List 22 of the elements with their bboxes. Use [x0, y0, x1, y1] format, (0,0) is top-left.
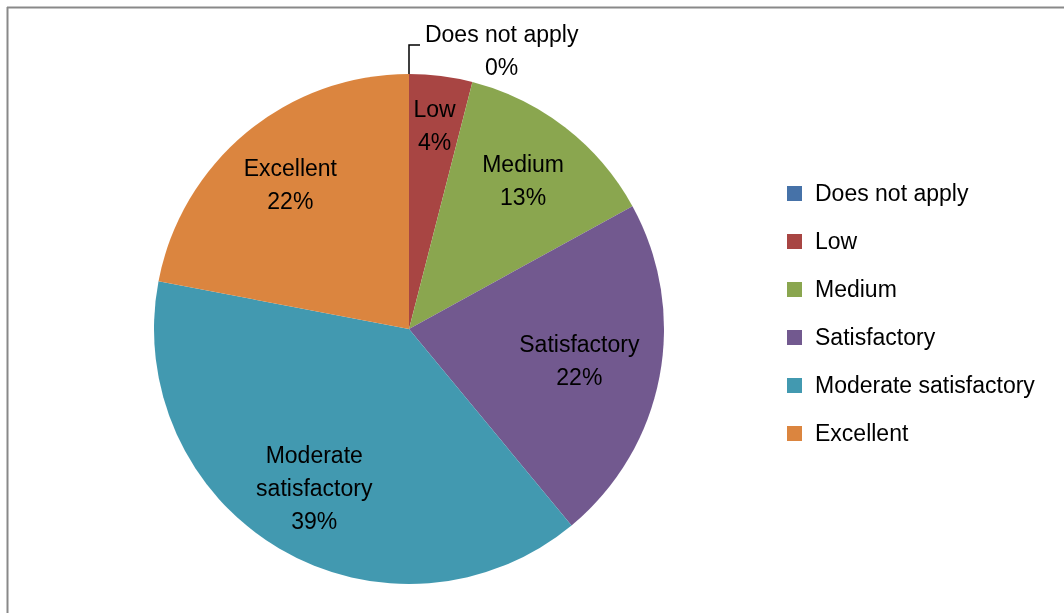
- legend-label: Low: [815, 227, 858, 254]
- legend-label: Medium: [815, 275, 897, 302]
- text: 0%: [485, 53, 519, 80]
- legend-label: Excellent: [815, 419, 909, 446]
- data-label: 39%: [291, 508, 338, 535]
- pie-slice: [409, 206, 664, 526]
- legend-label: Moderate satisfactory: [815, 371, 1036, 398]
- pie-slice: [409, 74, 473, 329]
- legend-label: Satisfactory: [815, 323, 936, 350]
- slice-label: Medium: [482, 151, 564, 178]
- slice-label: Low: [413, 96, 457, 123]
- pie-slice: [409, 82, 633, 329]
- data-label: 22%: [267, 188, 314, 215]
- data-label: 4%: [417, 129, 452, 156]
- slice-label: Moderate satisfactory: [256, 442, 373, 502]
- slice-label: Satisfactory: [519, 330, 640, 357]
- pie-slice: [158, 74, 409, 329]
- category-label: Does not apply: [424, 20, 579, 47]
- legend-label: Does not apply: [815, 179, 969, 206]
- data-label: 22%: [556, 363, 603, 390]
- slice-label: Excellent: [243, 155, 338, 182]
- data-label: 13%: [500, 184, 547, 211]
